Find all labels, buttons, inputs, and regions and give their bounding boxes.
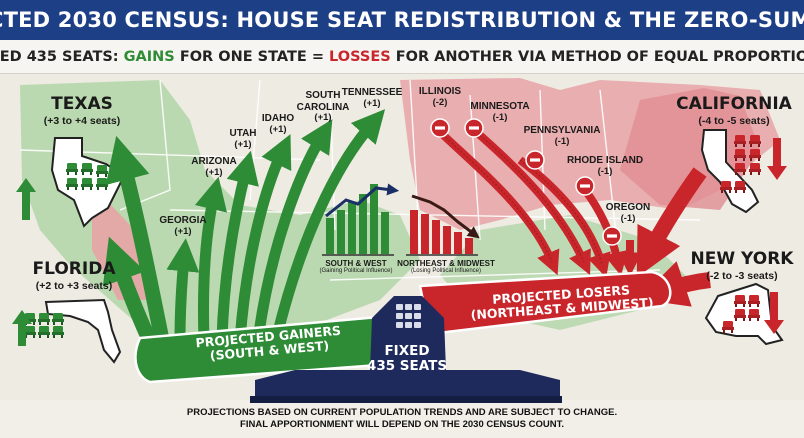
state-name: TEXAS xyxy=(51,94,113,114)
florida-label: FLORIDA (+2 to +3 seats) xyxy=(32,259,116,292)
fixed-seat-icons xyxy=(396,304,421,328)
south-carolina-label: SOUTH CAROLINA (+1) xyxy=(294,90,352,124)
state-name: OREGON xyxy=(605,202,651,213)
seat-change: (+1) xyxy=(363,97,381,109)
tennessee-gain-arrow xyxy=(270,109,386,342)
seat-change: (+1) xyxy=(269,123,287,135)
losers-band xyxy=(418,270,672,336)
south-carolina-gain-arrow xyxy=(252,119,333,341)
minus-icon xyxy=(602,226,622,246)
state-name: GEORGIA xyxy=(159,215,207,226)
seat-change: (+1) xyxy=(234,138,252,150)
northeast-midwest-mini-chart xyxy=(406,194,480,256)
seat-change: (-2) xyxy=(432,96,448,108)
florida-panel xyxy=(12,298,122,364)
state-name: UTAH xyxy=(229,128,257,139)
fixed-seats-label: FIXED 435 SEATS xyxy=(367,344,447,374)
texas-panel xyxy=(16,137,126,228)
gain-arrows xyxy=(102,109,386,350)
seat-change: (+2 to +3 seats) xyxy=(35,279,113,292)
seat-change: (-2 to -3 seats) xyxy=(706,269,778,282)
subtitle: FIXED 435 SEATS: GAINS FOR ONE STATE = L… xyxy=(0,49,804,65)
rhode-island-loss-arrow xyxy=(581,187,628,277)
footnote: PROJECTIONS BASED ON CURRENT POPULATION … xyxy=(187,407,617,432)
state-name: FLORIDA xyxy=(32,259,116,279)
footnote-line1: PROJECTIONS BASED ON CURRENT POPULATION … xyxy=(186,407,618,418)
tennessee-label: TENNESSEE (+1) xyxy=(342,87,403,109)
seat-change: (+1) xyxy=(205,166,223,178)
state-name: RHODE ISLAND xyxy=(566,155,644,166)
georgia-label: GEORGIA (+1) xyxy=(159,215,206,237)
rhode-island-label: RHODE ISLAND (-1) xyxy=(567,155,643,177)
texas-label: TEXAS (+3 to +4 seats) xyxy=(43,94,121,127)
state-name: ILLINOIS xyxy=(418,86,462,97)
georgia-gain-arrow xyxy=(166,238,200,341)
fixed-line2: 435 SEATS xyxy=(366,357,448,374)
california-panel xyxy=(700,129,787,214)
utah-gain-arrow xyxy=(216,150,259,341)
fixed-line1: FIXED xyxy=(384,343,430,359)
gainers-band xyxy=(134,314,394,384)
florida-outline xyxy=(44,298,122,364)
state-name: SOUTH CAROLINA xyxy=(296,90,350,113)
texas-up-arrow-icon xyxy=(16,178,36,220)
seat-change: (-1) xyxy=(597,165,613,177)
state-name: TENNESSEE xyxy=(341,87,403,98)
state-name: IDAHO xyxy=(261,113,295,124)
oregon-label: OREGON (-1) xyxy=(606,202,650,224)
mini-chart-subtitle: (Losing Political Influence) xyxy=(410,268,482,274)
illinois-label: ILLINOIS (-2) xyxy=(419,86,461,108)
northeast-midwest-chart-label: NORTHEAST & MIDWEST (Losing Political In… xyxy=(397,259,495,274)
seat-change: (-1) xyxy=(554,135,570,147)
mini-chart-title: NORTHEAST & MIDWEST xyxy=(397,259,495,268)
seat-change: (-1) xyxy=(620,212,636,224)
south-west-chart-label: SOUTH & WEST (Gaining Political Influenc… xyxy=(319,259,392,274)
subtitle-losses: LOSSES xyxy=(329,48,391,65)
south-west-mini-chart xyxy=(322,183,400,256)
subtitle-gains: GAINS xyxy=(123,48,175,65)
idaho-gain-arrow xyxy=(234,134,292,341)
idaho-label: IDAHO (+1) xyxy=(262,113,294,135)
footnote-line2: FINAL APPORTIONMENT WILL DEPEND ON THE 2… xyxy=(240,419,564,431)
fixed-seats-base xyxy=(255,296,560,400)
california-down-arrow-icon xyxy=(767,138,787,180)
new-york-down-arrow-icon xyxy=(764,292,784,334)
subtitle-part1: FIXED 435 SEATS: xyxy=(0,48,119,65)
title-banner: PROJECTED 2030 CENSUS: HOUSE SEAT REDIST… xyxy=(0,0,804,40)
pennsylvania-label: PENNSYLVANIA (-1) xyxy=(524,125,601,147)
subtitle-part3: FOR ANOTHER VIA METHOD OF EQUAL PROPORTI… xyxy=(390,48,804,65)
california-loss-arrow xyxy=(636,167,707,278)
new-york-label: NEW YORK (-2 to -3 seats) xyxy=(690,249,794,282)
minnesota-label: MINNESOTA (-1) xyxy=(470,101,529,123)
mini-chart-title: SOUTH & WEST xyxy=(325,259,387,268)
minus-icon xyxy=(525,150,545,170)
state-name: MINNESOTA xyxy=(470,101,530,112)
mini-chart-subtitle: (Gaining Political Influence) xyxy=(319,268,393,274)
minus-icon xyxy=(430,118,450,138)
page-title: PROJECTED 2030 CENSUS: HOUSE SEAT REDIST… xyxy=(0,8,804,32)
minus-icon xyxy=(575,176,595,196)
state-name: CALIFORNIA xyxy=(676,94,792,114)
seat-change: (-1) xyxy=(492,111,508,123)
state-name: PENNSYLVANIA xyxy=(523,125,601,136)
arizona-gain-arrow xyxy=(194,176,228,341)
seat-change: (+1) xyxy=(174,225,192,237)
subtitle-bar: FIXED 435 SEATS: GAINS FOR ONE STATE = L… xyxy=(0,40,804,74)
seat-change: (-4 to -5 seats) xyxy=(698,114,770,127)
florida-up-arrow-icon xyxy=(12,310,32,346)
seat-change: (+1) xyxy=(314,112,332,123)
subtitle-part2: FOR ONE STATE = xyxy=(174,48,330,65)
arizona-label: ARIZONA (+1) xyxy=(191,156,237,178)
seat-change: (+3 to +4 seats) xyxy=(43,114,121,127)
state-name: ARIZONA xyxy=(191,156,237,167)
new-york-panel xyxy=(704,282,784,346)
state-name: NEW YORK xyxy=(690,249,794,269)
california-label: CALIFORNIA (-4 to -5 seats) xyxy=(676,94,792,127)
utah-label: UTAH (+1) xyxy=(229,128,256,150)
